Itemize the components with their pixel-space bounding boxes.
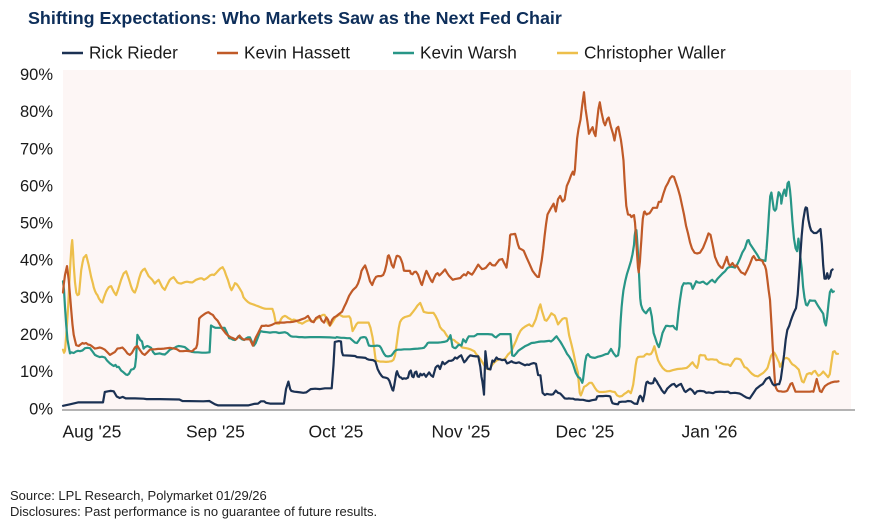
svg-text:80%: 80% (20, 103, 53, 121)
svg-text:0%: 0% (29, 400, 53, 418)
svg-text:Sep '25: Sep '25 (186, 422, 245, 442)
svg-text:Oct '25: Oct '25 (309, 422, 364, 442)
svg-text:30%: 30% (20, 289, 53, 307)
svg-text:60%: 60% (20, 177, 53, 195)
svg-text:70%: 70% (20, 140, 53, 158)
svg-text:Rick Rieder: Rick Rieder (89, 43, 178, 63)
svg-text:Source: LPL Research, Polymark: Source: LPL Research, Polymarket 01/29/2… (10, 488, 267, 503)
svg-text:Dec '25: Dec '25 (556, 422, 615, 442)
svg-text:10%: 10% (20, 363, 53, 381)
svg-text:50%: 50% (20, 215, 53, 233)
svg-text:90%: 90% (20, 66, 53, 84)
svg-text:Aug '25: Aug '25 (63, 422, 122, 442)
svg-text:40%: 40% (20, 252, 53, 270)
svg-text:Shifting Expectations: Who Mar: Shifting Expectations: Who Markets Saw a… (28, 8, 562, 28)
svg-text:Kevin Hassett: Kevin Hassett (244, 43, 350, 63)
svg-text:Disclosures: Past performance: Disclosures: Past performance is no guar… (10, 504, 377, 519)
svg-text:Kevin Warsh: Kevin Warsh (420, 43, 517, 63)
svg-text:Christopher Waller: Christopher Waller (584, 43, 726, 63)
svg-text:20%: 20% (20, 326, 53, 344)
svg-text:Nov '25: Nov '25 (432, 422, 491, 442)
svg-text:Jan '26: Jan '26 (682, 422, 738, 442)
